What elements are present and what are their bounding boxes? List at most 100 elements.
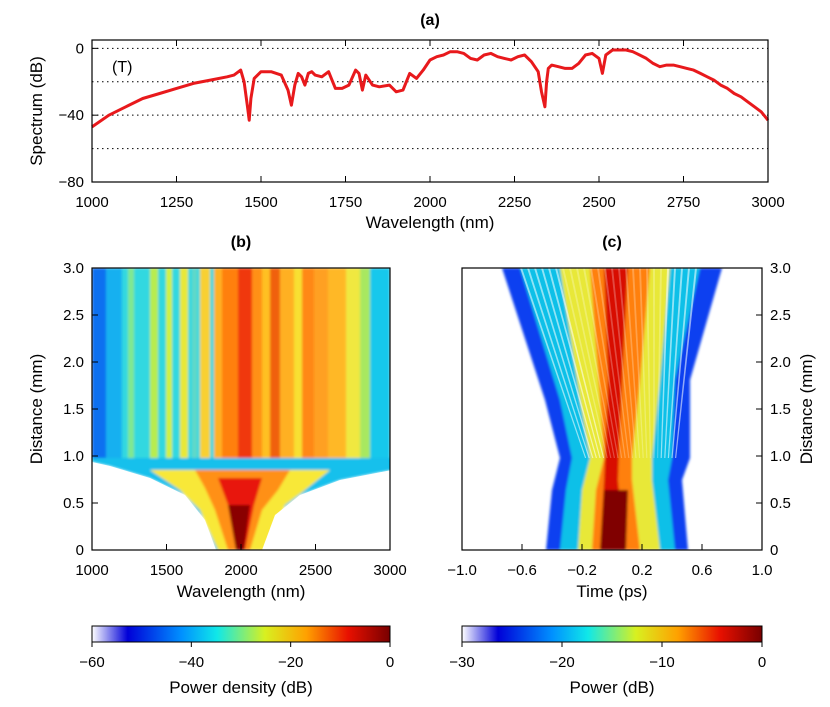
colorbar-c-gradient <box>461 625 763 643</box>
fringe-stripe <box>583 268 619 458</box>
x-tick-label-b: 3000 <box>373 562 406 579</box>
x-tick-label-b: 2000 <box>224 562 257 579</box>
panel-c-ylabel: Distance (mm) <box>797 354 816 465</box>
fringe-stripe <box>667 268 683 458</box>
panel-b-heatmap <box>92 268 390 550</box>
y-tick-label-c: 1.0 <box>770 448 791 465</box>
y-tick-label-a: 0 <box>76 40 84 57</box>
fringe-stripe <box>520 268 587 458</box>
x-tick-label-b: 2500 <box>299 562 332 579</box>
fringe-stripe <box>548 268 601 458</box>
fringe-stripe <box>671 268 690 458</box>
panel-b-title: (b) <box>231 234 251 251</box>
y-tick-label-c: 3.0 <box>770 260 791 277</box>
x-tick-label-c: −1.0 <box>447 562 477 579</box>
panel-a: (a) 1000 1250 1500 1750 2000 2250 2500 2750 3000… <box>27 12 785 232</box>
colorbar-c-label: Power (dB) <box>569 678 654 697</box>
panel-a-xlabel: Wavelength (nm) <box>366 213 495 232</box>
fringe-stripe <box>569 268 612 458</box>
panel-c-title: (c) <box>602 234 622 251</box>
fringe-stripe <box>576 268 615 458</box>
fringe-stripe <box>590 268 623 458</box>
fringe-stripe <box>611 268 633 458</box>
fringe-stripe <box>625 268 641 458</box>
x-tick-label-b: 1000 <box>75 562 108 579</box>
panel-a-ticks: 1000 1250 1500 1750 2000 2250 2500 2750 3000 0 −40… <box>59 40 785 211</box>
x-tick-label-c: 0.6 <box>692 562 713 579</box>
y-tick-label-c: 1.5 <box>770 401 791 418</box>
y-tick-label-c: 2.0 <box>770 354 791 371</box>
colorbar-tick-label: 0 <box>758 654 766 671</box>
x-tick-label-c: −0.2 <box>567 562 597 579</box>
fringe-stripe <box>653 268 655 458</box>
fringe-stripe <box>597 268 626 458</box>
fringe-stripe <box>527 268 590 458</box>
colorbar-tick-label: −60 <box>79 654 104 671</box>
fringe-stripe <box>657 268 662 458</box>
x-tick-label-a: 2000 <box>413 194 446 211</box>
x-tick-label-a: 1750 <box>329 194 362 211</box>
fringe-stripe <box>604 268 630 458</box>
panel-a-annotation: (T) <box>112 59 132 76</box>
colorbar-tick-label: −30 <box>449 654 474 671</box>
colorbar-tick-label: −10 <box>649 654 674 671</box>
x-tick-label-c: 1.0 <box>752 562 773 579</box>
fringe-stripe <box>664 268 676 458</box>
y-tick-label-a: −80 <box>59 174 84 191</box>
x-tick-label-b: 1500 <box>150 562 183 579</box>
panel-a-title: (a) <box>420 12 440 29</box>
colorbar-b-gradient <box>91 625 391 643</box>
panel-a-frame <box>91 39 769 183</box>
fringe-stripe <box>639 268 648 458</box>
y-tick-label-a: −40 <box>59 107 84 124</box>
panel-c-fringes <box>520 268 697 458</box>
panel-a-ylabel: Spectrum (dB) <box>27 56 46 166</box>
fringe-stripe <box>541 268 597 458</box>
fringe-stripe <box>660 268 669 458</box>
y-tick-label-c: 2.5 <box>770 307 791 324</box>
y-tick-label-b: 0 <box>76 542 84 559</box>
y-tick-label-b: 1.5 <box>63 401 84 418</box>
fringe-stripe <box>618 268 637 458</box>
fringe-stripe <box>534 268 594 458</box>
y-tick-label-b: 2.0 <box>63 354 84 371</box>
y-tick-label-c: 0.5 <box>770 495 791 512</box>
x-tick-label-a: 2500 <box>582 194 615 211</box>
panel-b-xlabel: Wavelength (nm) <box>177 582 306 601</box>
fringe-stripe <box>632 268 644 458</box>
colorbar-c: −30 −20 −10 0 Power (dB) <box>449 625 766 697</box>
panel-c: (c) −1.0 −0.6 −0.2 0.2 0.6 1.0 0 0.5 1.0 1.5 2.0 2.… <box>447 234 816 601</box>
x-tick-label-a: 2750 <box>667 194 700 211</box>
fringe-stripe <box>555 268 605 458</box>
panel-c-heatmap <box>462 268 762 550</box>
y-tick-label-b: 2.5 <box>63 307 84 324</box>
y-tick-label-b: 1.0 <box>63 448 84 465</box>
colorbar-tick-label: −20 <box>549 654 574 671</box>
fringe-stripe <box>646 268 651 458</box>
colorbar-tick-label: −40 <box>179 654 204 671</box>
x-tick-label-a: 3000 <box>751 194 784 211</box>
y-tick-label-b: 0.5 <box>63 495 84 512</box>
colorbar-b-ticks: −60 −40 −20 0 <box>79 642 394 671</box>
colorbar-tick-label: −20 <box>278 654 303 671</box>
panel-b: (b) <box>27 234 407 601</box>
colorbar-b-label: Power density (dB) <box>169 678 313 697</box>
x-tick-label-c: −0.6 <box>507 562 537 579</box>
panel-c-ticks: −1.0 −0.6 −0.2 0.2 0.6 1.0 0 0.5 1.0 1.5 2.0 2.5 3.0 <box>447 260 791 579</box>
x-tick-label-a: 1000 <box>75 194 108 211</box>
y-tick-label-b: 3.0 <box>63 260 84 277</box>
x-tick-label-a: 1500 <box>244 194 277 211</box>
fringe-stripe <box>562 268 608 458</box>
colorbar-b: −60 −40 −20 0 Power density (dB) <box>79 625 394 697</box>
y-tick-label-c: 0 <box>770 542 778 559</box>
panel-a-grid <box>92 47 768 150</box>
colorbar-c-ticks: −30 −20 −10 0 <box>449 642 766 671</box>
panel-b-ylabel: Distance (mm) <box>27 354 46 465</box>
panel-b-ticks: 1000 1500 2000 2500 3000 0 0.5 1.0 1.5 2.0 2.5 3.0 <box>63 260 407 579</box>
x-tick-label-a: 1250 <box>160 194 193 211</box>
x-tick-label-a: 2250 <box>498 194 531 211</box>
panel-c-xlabel: Time (ps) <box>576 582 647 601</box>
x-tick-label-c: 0.2 <box>632 562 653 579</box>
